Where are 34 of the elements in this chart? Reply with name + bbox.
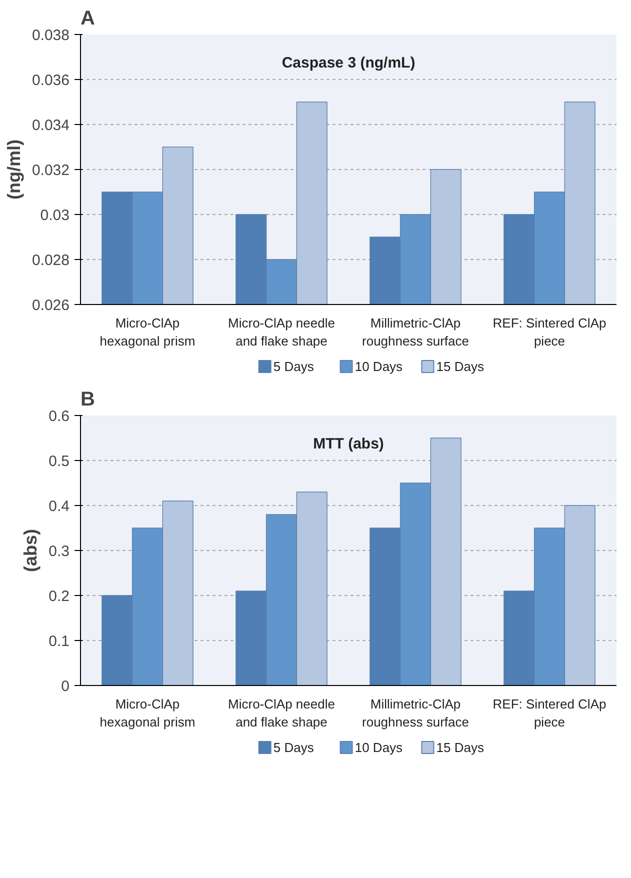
text: Caspase 3 (ng/mL) [282,54,416,72]
x-tick-label: Micro-ClAp needle and flake shape [228,696,335,730]
x-tick-label: Micro-ClAp needle and flake shape [228,316,335,348]
x-tick-label: Micro-ClAp hexagonal prism [100,696,196,730]
legend-label: 5 Days [273,740,314,755]
y-tick-label: 0.034 [32,117,70,134]
y-tick-label: 0.036 [32,72,70,89]
y-tick-label: 0.5 [48,453,70,470]
y-tick-label: 0 [61,678,70,695]
y-tick-label: 0.1 [48,633,70,650]
y-tick-label: 0.6 [48,408,70,425]
x-tick-label: Millimetric-ClAp roughness surface [362,696,469,730]
text: B [80,388,95,410]
y-axis-title: (ng/ml) [4,139,24,200]
x-tick-label: REF: Sintered ClAp piece [492,316,606,348]
x-tick-label: REF: Sintered ClAp piece [492,696,606,730]
y-axis-title: (abs) [20,528,41,572]
y-tick-label: 0.032 [32,162,70,179]
legend-label: 10 Days [354,359,404,374]
legend-label: 15 Days [436,359,484,374]
y-tick-label: 0.03 [40,207,70,224]
legend-label: 15 Days [436,740,484,755]
y-tick-label: 0.026 [32,297,70,314]
text: A [80,8,95,30]
y-tick-label: 0.2 [48,588,70,605]
y-tick-label: 0.038 [32,27,70,44]
y-tick-label: 0.4 [48,498,70,515]
legend-label: 10 Days [354,740,404,755]
legend-label: 5 Days [273,359,314,374]
y-tick-label: 0.028 [32,252,70,269]
y-tick-label: 0.3 [48,543,70,560]
x-tick-label: Millimetric-ClAp roughness surface [362,316,469,348]
text: MTT (abs) [313,436,384,452]
x-tick-label: Micro-ClAp hexagonal prism [100,316,196,348]
